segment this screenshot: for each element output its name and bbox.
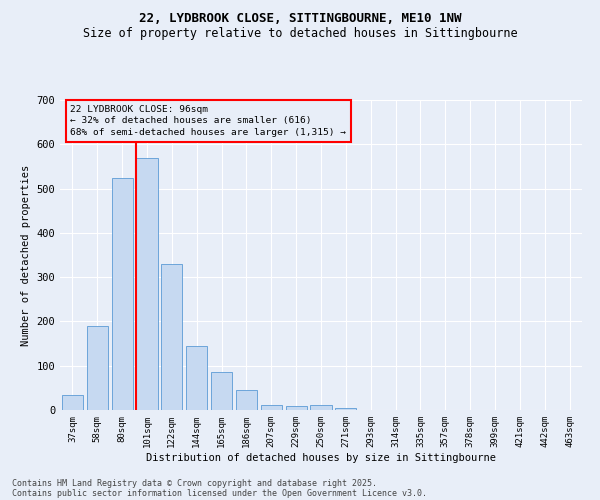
Bar xyxy=(161,264,182,410)
Text: 22 LYDBROOK CLOSE: 96sqm
← 32% of detached houses are smaller (616)
68% of semi-: 22 LYDBROOK CLOSE: 96sqm ← 32% of detach… xyxy=(70,104,346,137)
Text: Size of property relative to detached houses in Sittingbourne: Size of property relative to detached ho… xyxy=(83,28,517,40)
Text: Contains public sector information licensed under the Open Government Licence v3: Contains public sector information licen… xyxy=(12,488,427,498)
Bar xyxy=(335,408,356,410)
X-axis label: Distribution of detached houses by size in Sittingbourne: Distribution of detached houses by size … xyxy=(146,452,496,462)
Bar xyxy=(62,394,83,410)
Y-axis label: Number of detached properties: Number of detached properties xyxy=(21,164,31,346)
Bar xyxy=(136,158,158,410)
Bar xyxy=(310,404,332,410)
Bar xyxy=(112,178,133,410)
Text: 22, LYDBROOK CLOSE, SITTINGBOURNE, ME10 1NW: 22, LYDBROOK CLOSE, SITTINGBOURNE, ME10 … xyxy=(139,12,461,26)
Bar xyxy=(261,404,282,410)
Bar xyxy=(186,346,207,410)
Bar xyxy=(286,406,307,410)
Bar xyxy=(211,372,232,410)
Text: Contains HM Land Registry data © Crown copyright and database right 2025.: Contains HM Land Registry data © Crown c… xyxy=(12,478,377,488)
Bar xyxy=(236,390,257,410)
Bar xyxy=(87,326,108,410)
